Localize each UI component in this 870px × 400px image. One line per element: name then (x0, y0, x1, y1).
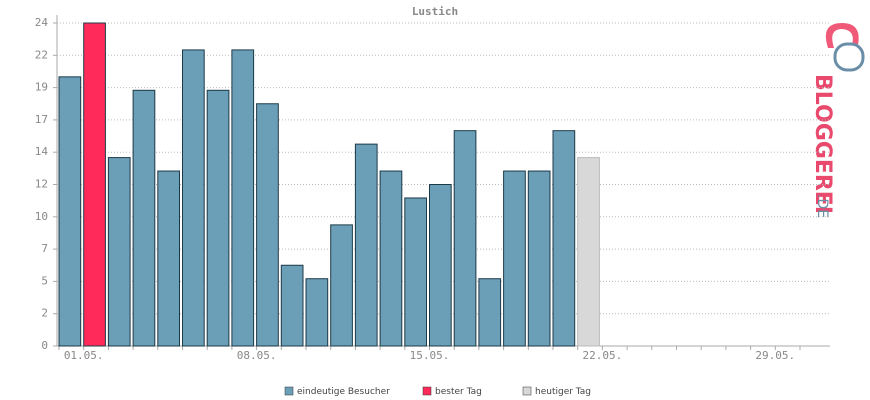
y-tick-label: 2 (41, 307, 48, 320)
logo-text: .DE (814, 194, 830, 218)
bar (379, 170, 403, 347)
bar (107, 157, 131, 347)
bar (404, 197, 427, 347)
logo: BLOGGEREI .DE (810, 23, 865, 218)
y-tick-label: 10 (35, 210, 48, 223)
bar (527, 170, 551, 347)
bar (453, 130, 477, 347)
legend-swatch (522, 386, 532, 396)
y-tick-label: 19 (35, 81, 48, 94)
y-tick-label: 24 (35, 16, 49, 29)
bar (83, 22, 106, 347)
y-tick-label: 12 (35, 178, 48, 191)
y-tick-label: 0 (41, 339, 48, 352)
bar (206, 89, 230, 347)
logo-text: BLOGGEREI (810, 74, 835, 214)
y-tick-label: 14 (35, 145, 49, 158)
bar (552, 130, 576, 347)
bar (132, 89, 156, 347)
bar (577, 157, 600, 347)
chart-title: Lustich (412, 5, 458, 18)
legend-label: eindeutige Besucher (297, 387, 390, 397)
x-tick-label: 22.05. (583, 349, 623, 362)
y-tick-label: 7 (41, 242, 48, 255)
x-tick-label: 08.05. (237, 349, 277, 362)
y-tick-label: 22 (35, 48, 48, 61)
legend: eindeutige Besucher bester Tag heutiger Ta… (284, 386, 591, 397)
y-tick-label: 5 (41, 274, 48, 287)
legend-swatch (422, 386, 432, 396)
x-tick-label: 01.05. (64, 349, 104, 362)
bar (478, 278, 502, 347)
logo-icon (833, 42, 865, 72)
bar (429, 184, 452, 347)
bar (503, 170, 526, 347)
legend-swatch (284, 386, 294, 396)
bar (182, 49, 205, 347)
legend-label: heutiger Tag (535, 387, 591, 397)
bar (305, 278, 329, 347)
bar (354, 143, 378, 347)
bar (256, 103, 279, 347)
bar (231, 49, 255, 347)
y-tick-label: 17 (35, 113, 48, 126)
bar (330, 224, 353, 347)
bar (280, 264, 304, 347)
logo-icon (825, 23, 859, 48)
bar (157, 170, 181, 347)
bar (58, 76, 82, 347)
x-tick-label: 29.05. (755, 349, 795, 362)
legend-label: bester Tag (435, 387, 482, 397)
x-tick-label: 15.05. (410, 349, 450, 362)
